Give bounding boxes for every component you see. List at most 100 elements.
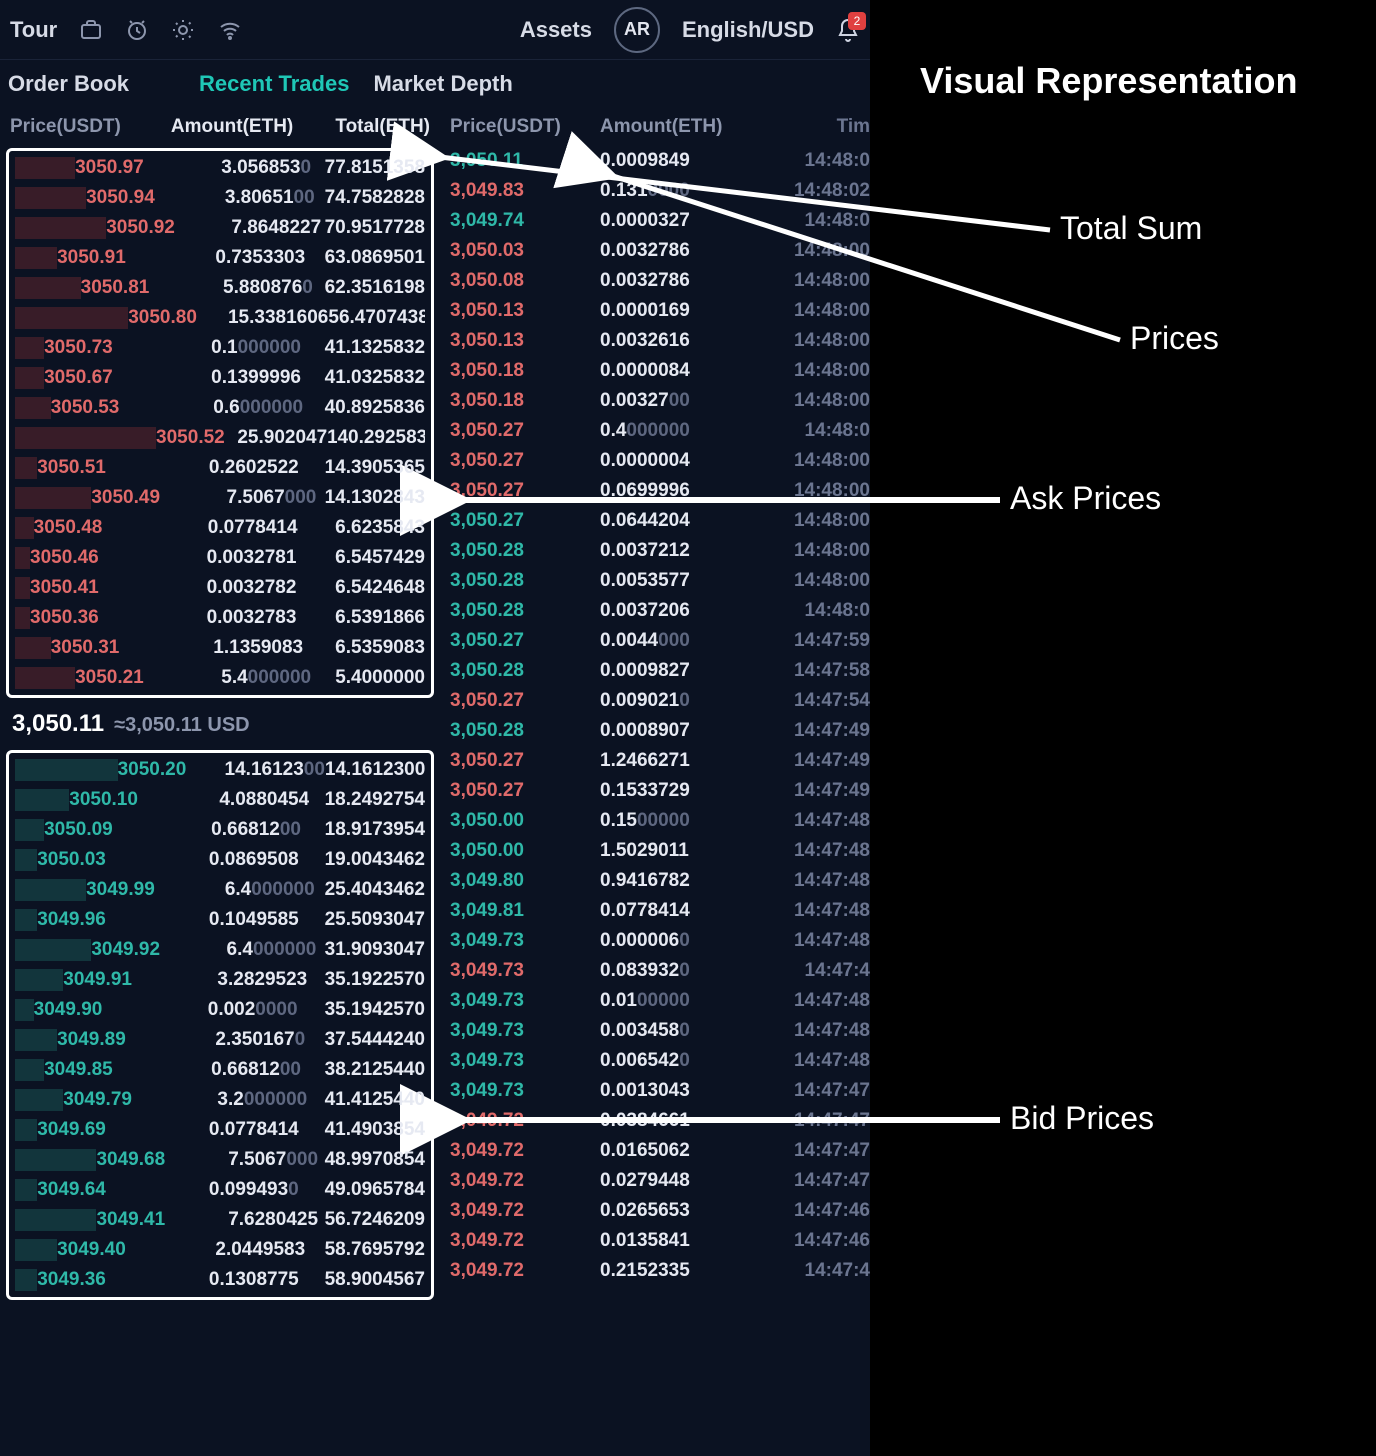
ask-row[interactable]: 3050.497.506700014.1302843	[11, 483, 429, 513]
bid-row[interactable]: 3049.402.044958358.7695792	[11, 1235, 429, 1265]
trade-price: 3,050.00	[450, 810, 590, 832]
bid-row[interactable]: 3049.417.628042556.7246209	[11, 1205, 429, 1235]
bid-row[interactable]: 3049.926.400000031.9093047	[11, 935, 429, 965]
trade-row[interactable]: 3,050.280.000890714:47:49	[446, 716, 874, 746]
trade-row[interactable]: 3,050.280.005357714:48:00	[446, 566, 874, 596]
trade-row[interactable]: 3,050.280.000982714:47:58	[446, 656, 874, 686]
ask-row[interactable]: 3050.480.07784146.6235843	[11, 513, 429, 543]
ask-row[interactable]: 3050.410.00327826.5424648	[11, 573, 429, 603]
trade-row[interactable]: 3,049.730.000006014:47:48	[446, 926, 874, 956]
bid-row[interactable]: 3049.996.400000025.4043462	[11, 875, 429, 905]
trade-row[interactable]: 3,049.730.083932014:47:4	[446, 956, 874, 986]
sun-icon[interactable]	[171, 18, 195, 42]
trade-row[interactable]: 3,049.720.027944814:47:47	[446, 1166, 874, 1196]
trade-row[interactable]: 3,049.730.003458014:47:48	[446, 1016, 874, 1046]
nav-language[interactable]: English/USD	[682, 17, 814, 43]
clock-icon[interactable]	[125, 18, 149, 42]
trade-row[interactable]: 3,050.270.004400014:47:59	[446, 626, 874, 656]
trade-row[interactable]: 3,050.270.400000014:48:0	[446, 416, 874, 446]
trade-row[interactable]: 3,050.130.003261614:48:00	[446, 326, 874, 356]
bid-row[interactable]: 3049.793.200000041.4125440	[11, 1085, 429, 1115]
trade-row[interactable]: 3,049.720.016506214:47:47	[446, 1136, 874, 1166]
bid-row[interactable]: 3050.2014.161230014.1612300	[11, 755, 429, 785]
trade-row[interactable]: 3,050.270.069999614:48:00	[446, 476, 874, 506]
tab-market-depth[interactable]: Market Depth	[373, 71, 512, 97]
ask-price: 3050.67	[44, 367, 159, 389]
briefcase-icon[interactable]	[79, 18, 103, 42]
bid-row[interactable]: 3049.690.077841441.4903854	[11, 1115, 429, 1145]
ask-row[interactable]: 3050.215.40000005.4000000	[11, 663, 429, 693]
nav-assets[interactable]: Assets	[520, 17, 592, 43]
trade-row[interactable]: 3,050.001.502901114:47:48	[446, 836, 874, 866]
header-total: Total(ETH)	[293, 116, 430, 138]
trade-row[interactable]: 3,050.180.000008414:48:00	[446, 356, 874, 386]
trade-amount: 0.4000000	[590, 420, 760, 442]
bid-row[interactable]: 3050.090.668120018.9173954	[11, 815, 429, 845]
trade-row[interactable]: 3,050.030.003278614:48:00	[446, 236, 874, 266]
bids-frame: 3050.2014.161230014.16123003050.104.0880…	[6, 750, 434, 1300]
tab-order-book[interactable]: Order Book	[8, 71, 129, 97]
ask-total: 56.4707438	[328, 307, 425, 329]
tab-recent-trades[interactable]: Recent Trades	[199, 71, 349, 97]
trade-row[interactable]: 3,050.270.009021014:47:54	[446, 686, 874, 716]
wifi-icon[interactable]	[217, 18, 243, 42]
trade-row[interactable]: 3,049.810.077841414:47:48	[446, 896, 874, 926]
ask-total: 6.5359083	[303, 637, 425, 659]
profile-badge[interactable]: AR	[614, 7, 660, 53]
ask-row[interactable]: 3050.460.00327816.5457429	[11, 543, 429, 573]
trade-price: 3,050.18	[450, 360, 590, 382]
bid-row[interactable]: 3050.030.086950819.0043462	[11, 845, 429, 875]
bid-row[interactable]: 3050.104.088045418.2492754	[11, 785, 429, 815]
bid-row[interactable]: 3049.687.506700048.9970854	[11, 1145, 429, 1175]
trade-row[interactable]: 3,049.730.010000014:47:48	[446, 986, 874, 1016]
bid-row[interactable]: 3049.850.668120038.2125440	[11, 1055, 429, 1085]
trade-row[interactable]: 3,050.180.003270014:48:00	[446, 386, 874, 416]
trade-row[interactable]: 3,049.720.038466114:47:47	[446, 1106, 874, 1136]
ask-row[interactable]: 3050.510.260252214.3905365	[11, 453, 429, 483]
trade-row[interactable]: 3,049.740.000032714:48:0	[446, 206, 874, 236]
bid-row[interactable]: 3049.900.002000035.1942570	[11, 995, 429, 1025]
trade-row[interactable]: 3,050.271.246627114:47:49	[446, 746, 874, 776]
trade-row[interactable]: 3,050.130.000016914:48:00	[446, 296, 874, 326]
trade-row[interactable]: 3,049.800.941678214:47:48	[446, 866, 874, 896]
trade-row[interactable]: 3,050.280.003720614:48:0	[446, 596, 874, 626]
bid-price: 3050.03	[37, 849, 154, 871]
trade-row[interactable]: 3,050.280.003721214:48:00	[446, 536, 874, 566]
bid-total: 38.2125440	[301, 1059, 425, 1081]
trade-row[interactable]: 3,050.080.003278614:48:00	[446, 266, 874, 296]
trade-row[interactable]: 3,050.270.153372914:47:49	[446, 776, 874, 806]
bid-row[interactable]: 3049.913.282952335.1922570	[11, 965, 429, 995]
ask-row[interactable]: 3050.815.880876062.3516198	[11, 273, 429, 303]
ask-row[interactable]: 3050.311.13590836.5359083	[11, 633, 429, 663]
trade-row[interactable]: 3,049.720.013584114:47:46	[446, 1226, 874, 1256]
bell-icon[interactable]: 2	[836, 18, 860, 42]
bid-price: 3049.40	[57, 1239, 168, 1261]
ask-row[interactable]: 3050.730.100000041.1325832	[11, 333, 429, 363]
bid-amount: 3.2000000	[173, 1089, 308, 1111]
ask-row[interactable]: 3050.943.806510074.7582828	[11, 183, 429, 213]
ask-row[interactable]: 3050.910.735330363.0869501	[11, 243, 429, 273]
ask-row[interactable]: 3050.973.056853077.8151358	[11, 153, 429, 183]
bid-row[interactable]: 3049.360.130877558.9004567	[11, 1265, 429, 1295]
trade-time: 14:48:00	[760, 390, 870, 412]
ask-row[interactable]: 3050.360.00327836.5391866	[11, 603, 429, 633]
bid-row[interactable]: 3049.892.350167037.5444240	[11, 1025, 429, 1055]
bid-row[interactable]: 3049.960.104958525.5093047	[11, 905, 429, 935]
trade-row[interactable]: 3,049.720.215233514:47:4	[446, 1256, 874, 1286]
trade-row[interactable]: 3,050.110.000984914:48:0	[446, 146, 874, 176]
trade-row[interactable]: 3,049.720.026565314:47:46	[446, 1196, 874, 1226]
ask-row[interactable]: 3050.927.864822770.9517728	[11, 213, 429, 243]
bid-price: 3049.91	[63, 969, 172, 991]
trade-row[interactable]: 3,050.270.000000414:48:00	[446, 446, 874, 476]
nav-tour[interactable]: Tour	[10, 17, 57, 43]
trade-row[interactable]: 3,049.830.131000014:48:02	[446, 176, 874, 206]
ask-row[interactable]: 3050.5225.902047140.2925836	[11, 423, 429, 453]
trade-row[interactable]: 3,050.270.064420414:48:00	[446, 506, 874, 536]
ask-row[interactable]: 3050.530.600000040.8925836	[11, 393, 429, 423]
trade-row[interactable]: 3,049.730.006542014:47:48	[446, 1046, 874, 1076]
bid-row[interactable]: 3049.640.099493049.0965784	[11, 1175, 429, 1205]
trade-row[interactable]: 3,049.730.001304314:47:47	[446, 1076, 874, 1106]
ask-row[interactable]: 3050.8015.338160656.4707438	[11, 303, 429, 333]
ask-row[interactable]: 3050.670.139999641.0325832	[11, 363, 429, 393]
trade-row[interactable]: 3,050.000.150000014:47:48	[446, 806, 874, 836]
